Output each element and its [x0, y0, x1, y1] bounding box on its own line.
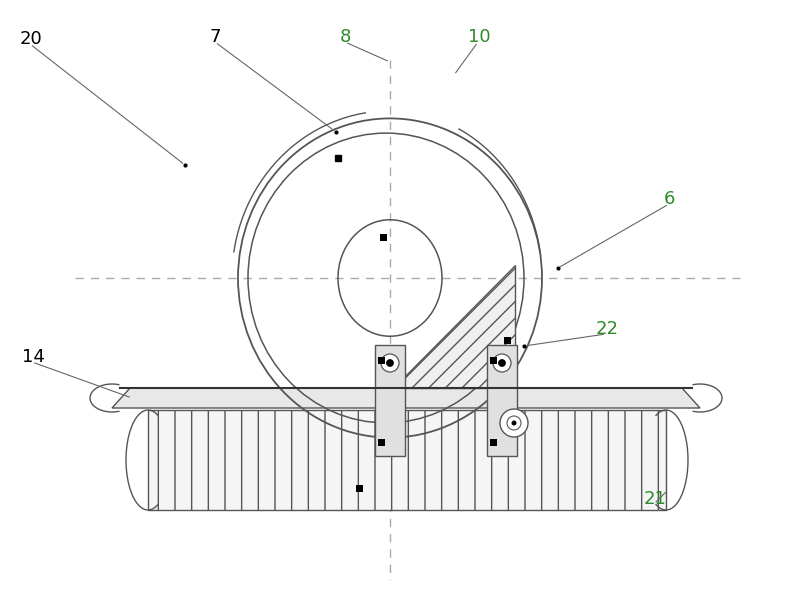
Bar	[503, 336, 511, 344]
Text: 20: 20	[20, 30, 43, 48]
Circle shape	[386, 359, 393, 367]
Bar	[356, 484, 363, 492]
Circle shape	[381, 354, 398, 372]
Bar	[380, 234, 387, 240]
Circle shape	[498, 359, 505, 367]
Circle shape	[507, 416, 520, 430]
Text: 21: 21	[643, 490, 666, 508]
Text: 7: 7	[210, 28, 221, 46]
Bar	[148, 410, 665, 510]
Bar	[374, 345, 405, 456]
Bar	[487, 345, 516, 456]
Circle shape	[499, 409, 528, 437]
Text: 22: 22	[595, 320, 618, 338]
Text: 14: 14	[22, 348, 45, 366]
Bar	[490, 438, 497, 446]
Bar	[378, 356, 385, 364]
Circle shape	[511, 421, 516, 426]
Polygon shape	[393, 265, 515, 388]
Text: 8: 8	[340, 28, 351, 46]
Bar	[490, 356, 497, 364]
Polygon shape	[112, 388, 699, 408]
Circle shape	[492, 354, 511, 372]
Text: 6: 6	[663, 190, 675, 208]
Bar	[378, 438, 385, 446]
Text: 10: 10	[467, 28, 490, 46]
